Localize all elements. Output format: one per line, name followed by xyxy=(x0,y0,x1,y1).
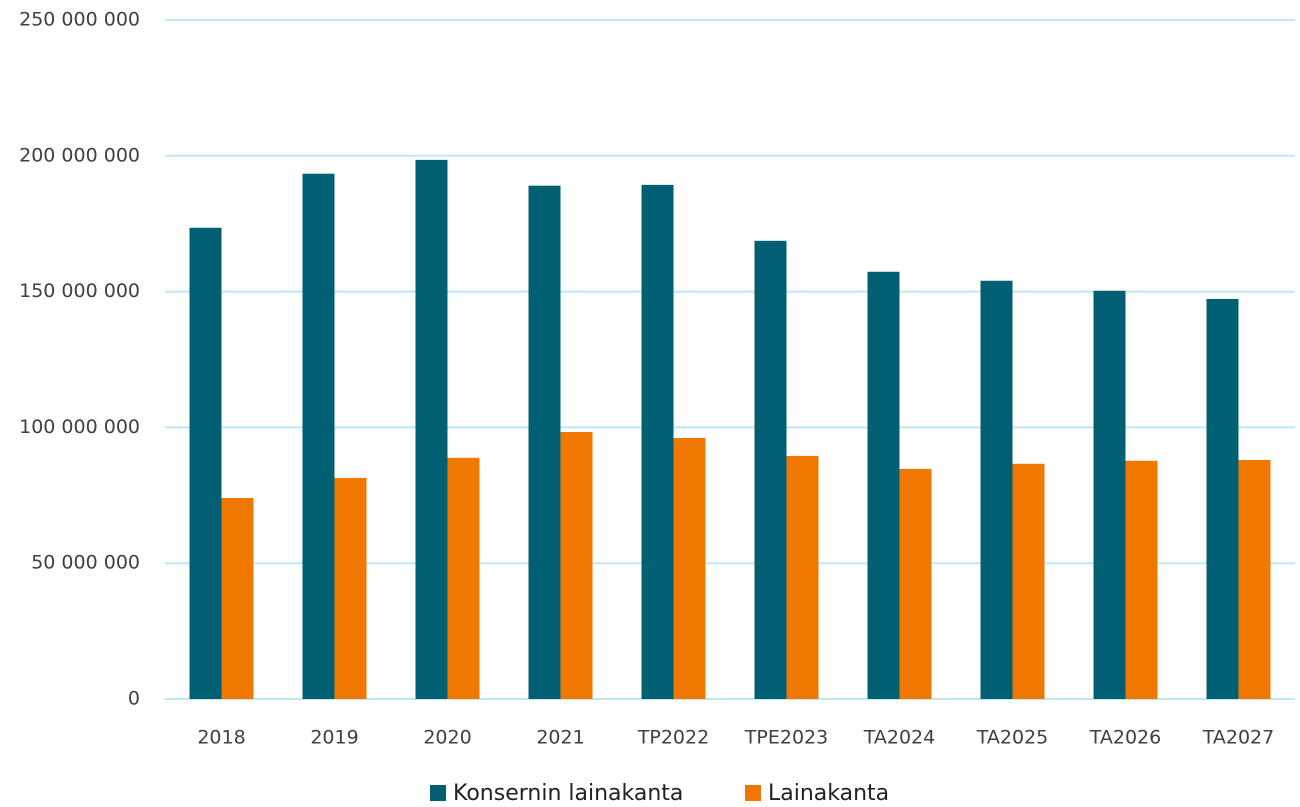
x-tick-label: TA2026 xyxy=(1089,727,1161,749)
x-tick-label: 2020 xyxy=(423,727,471,749)
bar xyxy=(899,468,932,699)
x-tick-label: TA2024 xyxy=(863,727,935,749)
bar xyxy=(1238,459,1271,699)
legend-swatch xyxy=(745,785,761,801)
x-tick-label: 2019 xyxy=(310,727,358,749)
legend-swatch xyxy=(430,785,446,801)
y-tick-label: 200 000 000 xyxy=(19,144,140,166)
bar xyxy=(334,477,367,699)
x-tick-label: TP2022 xyxy=(637,727,709,749)
x-tick-label: TA2025 xyxy=(976,727,1048,749)
x-tick-label: TA2027 xyxy=(1202,727,1274,749)
x-tick-label: TPE2023 xyxy=(744,727,828,749)
bar xyxy=(1012,463,1045,699)
bar xyxy=(415,159,448,699)
bar xyxy=(980,280,1013,699)
y-tick-label: 0 xyxy=(128,688,140,710)
bar xyxy=(1125,460,1158,699)
y-tick-label: 150 000 000 xyxy=(19,280,140,302)
x-tick-label: 2018 xyxy=(197,727,245,749)
bar xyxy=(754,240,787,700)
bar xyxy=(528,185,561,699)
y-tick-label: 50 000 000 xyxy=(31,552,140,574)
legend-label: Lainakanta xyxy=(768,781,889,806)
bar xyxy=(189,227,222,700)
bar xyxy=(641,184,674,699)
bar xyxy=(560,432,593,699)
y-tick-label: 250 000 000 xyxy=(19,9,140,31)
y-tick-label: 100 000 000 xyxy=(19,416,140,438)
bar xyxy=(1093,290,1126,699)
bar xyxy=(867,271,900,699)
bar xyxy=(447,457,480,699)
legend-label: Konsernin lainakanta xyxy=(453,781,683,806)
bar xyxy=(786,455,819,699)
bar xyxy=(302,173,335,700)
x-tick-label: 2021 xyxy=(536,727,584,749)
bar xyxy=(221,498,254,699)
bar xyxy=(673,437,706,699)
bar xyxy=(1206,298,1239,699)
